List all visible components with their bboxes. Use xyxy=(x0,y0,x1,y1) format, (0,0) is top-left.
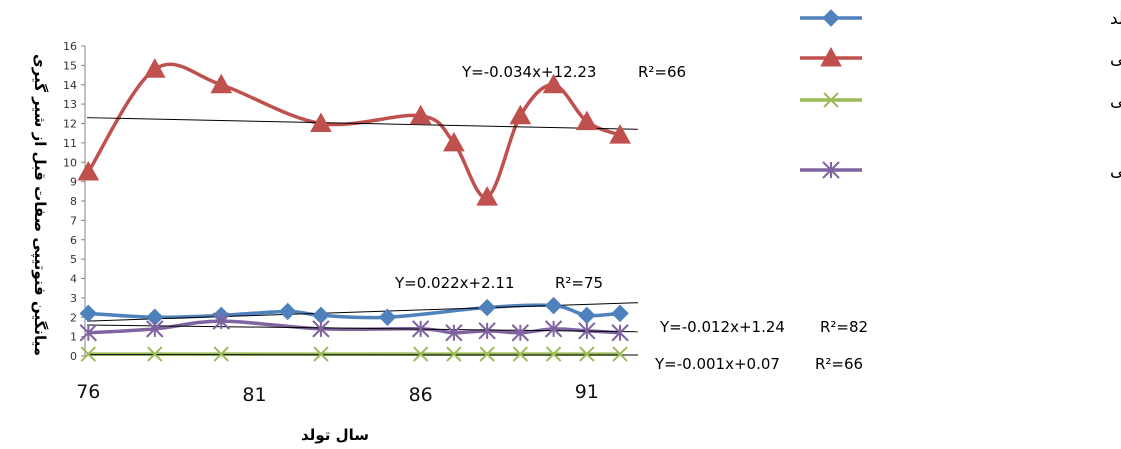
legend-label: وزن تولد xyxy=(1110,9,1121,29)
x-tick-label: 91 xyxy=(575,381,599,403)
trend-equation: Y=-0.034x+12.23 xyxy=(461,63,596,81)
data-point xyxy=(212,312,230,330)
trend-equation: Y=-0.001x+0.07 xyxy=(654,355,780,373)
data-point xyxy=(544,320,563,338)
data-point xyxy=(611,304,629,323)
y-tick-label: 3 xyxy=(70,292,77,305)
data-point xyxy=(578,322,596,340)
y-axis-title: میانگین فنوتیپی صفات قبل از شیر گیری xyxy=(30,54,49,356)
y-tick-label: 9 xyxy=(70,176,77,189)
x-axis-title: سال تولد xyxy=(301,426,369,444)
data-point xyxy=(544,296,563,315)
data-point xyxy=(579,346,595,362)
y-tick-label: 7 xyxy=(70,214,77,227)
y-tick-label: 1 xyxy=(70,331,77,344)
data-point xyxy=(77,160,100,181)
trend-equation: Y=0.022x+2.11 xyxy=(394,274,515,292)
data-point xyxy=(476,186,498,206)
data-point xyxy=(609,124,631,144)
x-tick-label: 81 xyxy=(242,384,266,406)
trend-r2: R²=66 xyxy=(638,63,686,81)
series-line xyxy=(88,303,621,320)
data-point xyxy=(578,306,596,325)
data-point xyxy=(511,324,530,342)
y-tick-label: 4 xyxy=(70,273,77,286)
data-point xyxy=(478,298,496,317)
data-point xyxy=(542,73,565,94)
data-point xyxy=(509,104,532,125)
y-tick-label: 6 xyxy=(70,234,77,247)
legend-label: وزن سه ماهگی xyxy=(1110,48,1121,69)
data-point xyxy=(446,346,462,362)
y-tick-label: 15 xyxy=(63,59,77,72)
y-tick-label: 10 xyxy=(63,156,77,169)
legend-marker xyxy=(820,46,842,67)
data-point xyxy=(210,73,233,94)
trend-r2: R²=66 xyxy=(815,355,863,373)
data-point xyxy=(79,304,98,323)
data-point xyxy=(79,324,98,342)
legend-marker xyxy=(822,9,840,27)
data-point xyxy=(443,131,465,152)
data-point xyxy=(409,104,432,125)
data-point xyxy=(80,346,97,362)
y-tick-label: 8 xyxy=(70,195,77,208)
y-tick-label: 13 xyxy=(63,98,77,111)
data-point xyxy=(279,302,297,321)
y-tick-label: 11 xyxy=(63,137,77,150)
data-point xyxy=(213,346,229,362)
data-point xyxy=(146,320,164,338)
x-tick-label: 76 xyxy=(76,381,100,403)
series-line xyxy=(86,62,621,199)
legend-marker xyxy=(823,92,839,108)
data-point xyxy=(412,346,429,362)
y-tick-label: 2 xyxy=(70,311,77,324)
data-point xyxy=(310,112,332,132)
legend-label: نسبت کلیبر از تولد تا سه ماهگی xyxy=(1110,160,1121,181)
trend-line xyxy=(86,324,639,333)
data-point xyxy=(575,110,598,131)
y-tick-label: 0 xyxy=(70,350,77,363)
legend: وزن تولد وزن سه ماهگی میزان افزایش وزن از … xyxy=(800,9,1121,181)
series-line xyxy=(88,319,621,335)
data-point xyxy=(147,346,163,362)
y-tick-label: 14 xyxy=(63,79,77,92)
legend-label: میزان افزایش وزن از تولد تا سه ماهگی xyxy=(1110,90,1121,111)
data-point xyxy=(545,346,562,362)
data-point xyxy=(378,308,397,326)
data-point xyxy=(478,322,496,340)
data-point xyxy=(445,324,463,342)
y-tick-label: 16 xyxy=(63,40,77,53)
data-point xyxy=(411,320,430,338)
data-point xyxy=(143,58,166,78)
data-point xyxy=(313,346,329,362)
trend-line xyxy=(86,117,639,130)
y-tick-label: 12 xyxy=(63,118,77,131)
data-point xyxy=(479,346,495,362)
data-point xyxy=(612,346,628,362)
legend-marker xyxy=(822,161,840,179)
trend-r2: R²=75 xyxy=(555,274,603,292)
data-point xyxy=(611,324,629,342)
y-tick-label: 5 xyxy=(70,253,77,266)
trend-r2: R²=82 xyxy=(820,318,868,336)
data-point xyxy=(312,320,330,338)
trend-equation: Y=-0.012x+1.24 xyxy=(659,318,785,336)
x-tick-label: 86 xyxy=(409,384,433,406)
data-point xyxy=(512,346,529,362)
